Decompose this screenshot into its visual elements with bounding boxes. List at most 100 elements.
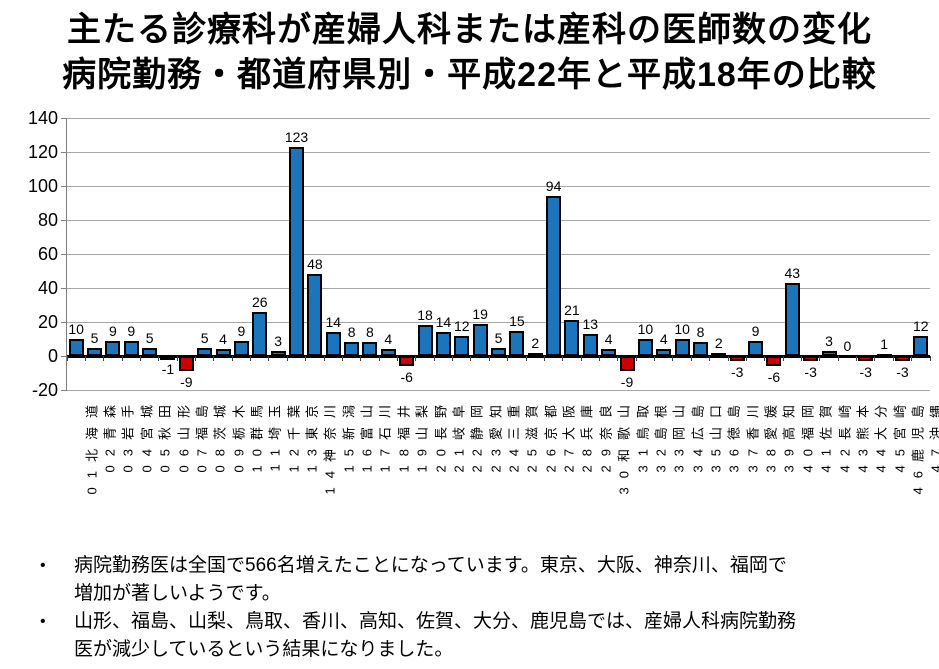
x-axis-tick bbox=[874, 356, 876, 361]
x-axis-tick bbox=[139, 356, 141, 361]
x-axis-tick bbox=[929, 356, 931, 361]
bar bbox=[435, 332, 451, 356]
bar bbox=[105, 340, 121, 356]
x-axis-category-label-text: 45宮崎 bbox=[892, 396, 908, 473]
gridline bbox=[67, 151, 930, 153]
bar-value-label: 13 bbox=[582, 315, 599, 332]
x-axis-category-label-text: 18福井 bbox=[396, 396, 412, 473]
bar bbox=[307, 274, 323, 356]
bar-value-label: -3 bbox=[804, 364, 817, 381]
x-axis-tick bbox=[562, 356, 564, 361]
y-axis-tick bbox=[61, 185, 67, 187]
x-axis-tick bbox=[433, 356, 435, 361]
bar-value-label: 14 bbox=[435, 314, 452, 331]
x-axis-category-label-text: 40福岡 bbox=[800, 396, 816, 473]
bar bbox=[711, 352, 727, 357]
bar bbox=[142, 347, 158, 356]
gridline bbox=[67, 389, 930, 391]
gridline bbox=[67, 287, 930, 289]
bar-value-label: 18 bbox=[417, 307, 433, 324]
bar bbox=[68, 339, 84, 356]
gridline bbox=[67, 185, 930, 187]
gridline bbox=[67, 253, 930, 255]
y-axis-label: 120 bbox=[27, 142, 58, 162]
x-axis-tick bbox=[195, 356, 197, 361]
y-axis-tick bbox=[61, 219, 67, 221]
bar bbox=[729, 356, 745, 362]
x-axis-tick bbox=[415, 356, 417, 361]
x-axis-category-label-text: 39高知 bbox=[781, 396, 797, 473]
bar bbox=[546, 196, 562, 356]
bar bbox=[380, 349, 396, 356]
x-axis-tick bbox=[745, 356, 747, 361]
x-axis-zero-line bbox=[67, 354, 930, 358]
bar-value-label: 1 bbox=[880, 336, 888, 353]
x-axis-category-label-text: 02青森 bbox=[102, 396, 118, 473]
x-axis-tick bbox=[856, 356, 858, 361]
x-axis-category-label-text: 42長崎 bbox=[837, 396, 852, 473]
note-bullet-2: 山形、福島、山梨、鳥取、香川、高知、佐賀、大分、鹿児島では、産婦人科病院勤務 医… bbox=[30, 608, 910, 663]
bar-value-label: -3 bbox=[896, 364, 909, 381]
bar-value-label: 19 bbox=[472, 305, 488, 322]
bar-value-label: -6 bbox=[767, 369, 781, 386]
x-axis-tick bbox=[911, 356, 913, 361]
x-axis-tick bbox=[709, 356, 711, 361]
y-axis-label: 60 bbox=[37, 244, 58, 264]
y-axis-tick bbox=[61, 287, 67, 289]
x-axis-category-label-text: 19山梨 bbox=[414, 396, 430, 473]
bar-value-label: 123 bbox=[284, 128, 309, 145]
bar bbox=[325, 332, 341, 356]
bar-value-label: -3 bbox=[730, 364, 744, 381]
bar bbox=[821, 350, 837, 356]
x-axis-tick bbox=[305, 356, 307, 361]
x-axis-tick bbox=[158, 356, 160, 361]
x-axis-tick bbox=[213, 356, 215, 361]
bar bbox=[472, 323, 488, 356]
bar bbox=[784, 282, 800, 356]
x-axis-category-label-text: 24三重 bbox=[506, 396, 522, 473]
bar bbox=[913, 335, 929, 356]
bar-value-label: 3 bbox=[825, 332, 833, 349]
bar-value-label: -3 bbox=[859, 364, 872, 381]
x-axis-category-label-text: 47沖縄 bbox=[928, 396, 939, 473]
gridline bbox=[67, 117, 930, 119]
x-axis-category-label-text: 04宮城 bbox=[139, 396, 155, 473]
bar bbox=[454, 335, 470, 356]
x-axis-tick bbox=[580, 356, 582, 361]
x-axis-tick bbox=[360, 356, 362, 361]
bar-value-label: 14 bbox=[325, 314, 342, 331]
bar-value-label: 12 bbox=[913, 317, 929, 334]
x-axis-category-label-text: 22静岡 bbox=[469, 396, 485, 473]
y-axis-tick bbox=[61, 151, 67, 153]
bar bbox=[87, 347, 103, 356]
x-axis-tick bbox=[654, 356, 656, 361]
x-axis-tick bbox=[66, 356, 68, 361]
bar-value-label: 43 bbox=[784, 264, 801, 281]
bar-value-label: 9 bbox=[108, 322, 117, 339]
x-axis-tick bbox=[488, 356, 490, 361]
x-axis-tick bbox=[341, 356, 343, 361]
x-axis-category-label-text: 14神奈川 bbox=[322, 396, 338, 495]
bar bbox=[803, 356, 819, 362]
bar bbox=[160, 356, 176, 360]
x-axis-tick bbox=[782, 356, 784, 361]
x-axis-category-label-text: 32島根 bbox=[653, 396, 669, 473]
y-axis-tick bbox=[61, 389, 67, 391]
bar bbox=[748, 340, 764, 356]
y-axis-label: 100 bbox=[27, 176, 58, 196]
x-axis-tick bbox=[121, 356, 123, 361]
bar bbox=[527, 352, 543, 357]
x-axis-tick bbox=[176, 356, 178, 361]
x-axis-tick bbox=[103, 356, 105, 361]
bar bbox=[656, 349, 672, 356]
x-axis-category-label-text: 25滋賀 bbox=[524, 396, 540, 473]
x-axis-tick bbox=[378, 356, 380, 361]
bar-value-label: -9 bbox=[620, 374, 634, 391]
x-axis-category-label-text: 17石川 bbox=[377, 396, 393, 473]
bar-value-label: 8 bbox=[696, 324, 705, 341]
bar-value-label: 94 bbox=[545, 178, 562, 195]
x-axis-category-label-text: 10群馬 bbox=[249, 396, 265, 473]
bar-value-label: 5 bbox=[145, 329, 154, 346]
bar-value-label: 4 bbox=[659, 331, 668, 348]
bar-value-label: 5 bbox=[200, 329, 209, 346]
